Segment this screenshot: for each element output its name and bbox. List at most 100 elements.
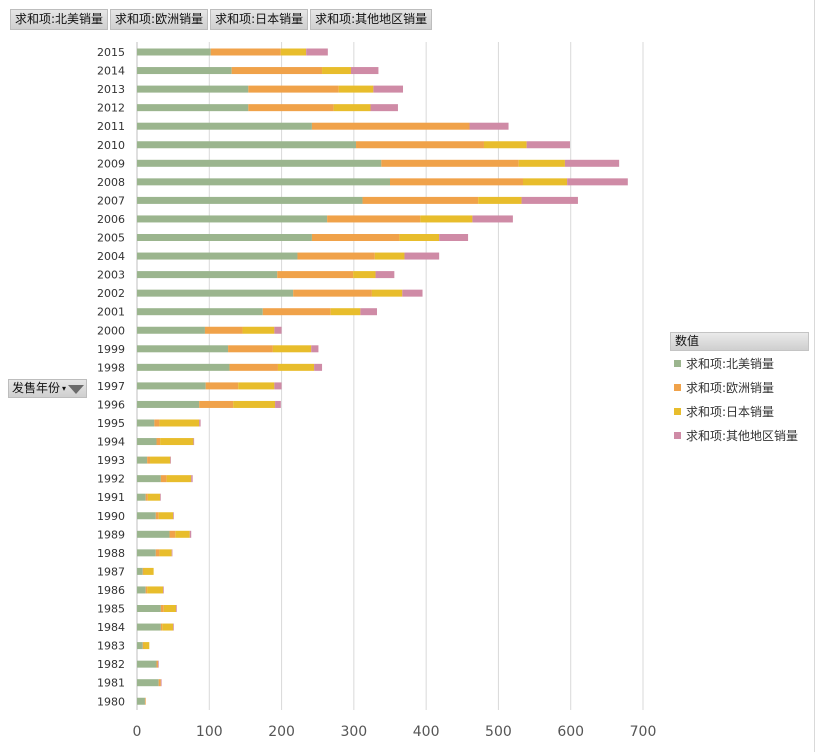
- bar-segment-2008-s2[interactable]: [523, 178, 568, 186]
- bar-segment-2000-s2[interactable]: [242, 326, 275, 334]
- bar-segment-2004-s2[interactable]: [374, 252, 405, 260]
- bar-segment-2009-s2[interactable]: [518, 159, 565, 167]
- bar-segment-2014-s2[interactable]: [322, 67, 351, 75]
- bar-segment-2001-s3[interactable]: [360, 308, 377, 316]
- bar-segment-2010-s3[interactable]: [526, 141, 570, 149]
- bar-segment-1995-s3[interactable]: [199, 419, 201, 427]
- bar-segment-2006-s0[interactable]: [137, 215, 328, 223]
- bar-segment-2009-s1[interactable]: [381, 159, 519, 167]
- bar-segment-1983-s0[interactable]: [137, 642, 143, 650]
- bar-segment-1988-s2[interactable]: [159, 549, 172, 557]
- bar-segment-1994-s1[interactable]: [156, 438, 161, 446]
- bar-segment-2012-s3[interactable]: [370, 104, 398, 112]
- bar-segment-1993-s0[interactable]: [137, 456, 148, 464]
- bar-segment-1993-s2[interactable]: [150, 456, 171, 464]
- bar-segment-1987-s1[interactable]: [142, 567, 144, 575]
- bar-segment-1998-s1[interactable]: [229, 363, 278, 371]
- bar-segment-2006-s3[interactable]: [472, 215, 513, 223]
- bar-segment-1980-s0[interactable]: [137, 697, 145, 705]
- bar-segment-1997-s1[interactable]: [205, 382, 239, 390]
- bar-segment-1986-s3[interactable]: [163, 586, 164, 594]
- bar-segment-2001-s0[interactable]: [137, 308, 263, 316]
- field-button-eu-sales[interactable]: 求和项:欧洲销量: [110, 9, 209, 30]
- bar-segment-2005-s1[interactable]: [311, 234, 400, 241]
- bar-segment-1998-s0[interactable]: [137, 363, 230, 371]
- bar-segment-1994-s0[interactable]: [137, 438, 157, 446]
- bar-segment-2015-s1[interactable]: [210, 48, 281, 56]
- bar-segment-2012-s2[interactable]: [333, 104, 371, 112]
- bar-segment-2013-s2[interactable]: [338, 85, 374, 93]
- bar-segment-1989-s0[interactable]: [137, 530, 170, 538]
- bar-segment-1985-s2[interactable]: [163, 605, 177, 612]
- bar-segment-1999-s3[interactable]: [311, 345, 319, 353]
- bar-segment-1998-s3[interactable]: [314, 363, 323, 371]
- bar-segment-2011-s0[interactable]: [137, 122, 312, 130]
- bar-segment-2003-s1[interactable]: [277, 271, 354, 279]
- bar-segment-1991-s1[interactable]: [145, 493, 148, 501]
- bar-segment-1984-s3[interactable]: [173, 623, 174, 631]
- bar-segment-1986-s1[interactable]: [145, 586, 148, 594]
- bar-segment-1994-s3[interactable]: [193, 438, 195, 446]
- bar-segment-2008-s0[interactable]: [137, 178, 390, 186]
- bar-segment-2011-s1[interactable]: [311, 122, 470, 130]
- legend-item-na[interactable]: 求和项:北美销量: [670, 351, 809, 375]
- bar-segment-1982-s3[interactable]: [157, 660, 159, 668]
- bar-segment-1985-s3[interactable]: [176, 605, 177, 612]
- bar-segment-1997-s2[interactable]: [238, 382, 275, 390]
- bar-segment-2002-s1[interactable]: [293, 289, 372, 297]
- bar-segment-2003-s2[interactable]: [353, 271, 376, 279]
- bar-segment-1999-s2[interactable]: [272, 345, 312, 353]
- bar-segment-1985-s0[interactable]: [137, 605, 161, 612]
- bar-segment-2015-s3[interactable]: [306, 48, 328, 56]
- bar-segment-2005-s2[interactable]: [399, 234, 440, 241]
- bar-segment-1995-s2[interactable]: [159, 419, 200, 427]
- bar-segment-2009-s0[interactable]: [137, 159, 382, 167]
- bar-segment-1984-s1[interactable]: [160, 623, 163, 631]
- bar-segment-1998-s2[interactable]: [277, 363, 315, 371]
- bar-segment-2011-s3[interactable]: [469, 122, 509, 130]
- bar-segment-2003-s0[interactable]: [137, 271, 278, 279]
- bar-segment-1986-s2[interactable]: [147, 586, 164, 594]
- bar-segment-2005-s3[interactable]: [439, 234, 469, 241]
- legend-item-eu[interactable]: 求和项:欧洲销量: [670, 375, 809, 399]
- bar-segment-1988-s1[interactable]: [155, 549, 160, 557]
- bar-segment-1983-s1[interactable]: [142, 642, 144, 650]
- bar-segment-1985-s1[interactable]: [160, 605, 164, 612]
- legend-item-jp[interactable]: 求和项:日本销量: [670, 399, 809, 423]
- bar-segment-1987-s2[interactable]: [143, 567, 154, 575]
- bar-segment-2008-s3[interactable]: [567, 178, 628, 186]
- bar-segment-1991-s0[interactable]: [137, 493, 146, 501]
- bar-segment-1983-s2[interactable]: [143, 642, 150, 650]
- bar-segment-1987-s0[interactable]: [137, 567, 143, 575]
- bar-segment-1996-s3[interactable]: [275, 400, 281, 408]
- bar-segment-1997-s0[interactable]: [137, 382, 206, 390]
- field-button-jp-sales[interactable]: 求和项:日本销量: [210, 9, 309, 30]
- bar-segment-1990-s0[interactable]: [137, 512, 156, 520]
- field-button-other-sales[interactable]: 求和项:其他地区销量: [310, 9, 433, 30]
- bar-segment-2001-s1[interactable]: [262, 308, 331, 316]
- bar-segment-1996-s1[interactable]: [199, 400, 234, 408]
- bar-segment-1992-s1[interactable]: [160, 475, 167, 483]
- bar-segment-2005-s0[interactable]: [137, 234, 312, 241]
- bar-segment-1996-s2[interactable]: [233, 400, 276, 408]
- bar-segment-1999-s1[interactable]: [228, 345, 273, 353]
- bar-segment-2001-s2[interactable]: [330, 308, 361, 316]
- bar-segment-1993-s3[interactable]: [170, 456, 171, 464]
- bar-segment-1990-s2[interactable]: [158, 512, 174, 520]
- bar-segment-2013-s1[interactable]: [248, 85, 339, 93]
- bar-segment-1993-s1[interactable]: [147, 456, 151, 464]
- bar-segment-2006-s2[interactable]: [420, 215, 473, 223]
- bar-segment-2008-s1[interactable]: [390, 178, 524, 186]
- bar-segment-1990-s1[interactable]: [155, 512, 159, 520]
- bar-segment-1989-s2[interactable]: [175, 530, 190, 538]
- bar-segment-2006-s1[interactable]: [327, 215, 421, 223]
- bar-segment-2010-s2[interactable]: [483, 141, 527, 149]
- bar-segment-2015-s0[interactable]: [137, 48, 211, 56]
- bar-segment-2004-s0[interactable]: [137, 252, 298, 260]
- bar-segment-1995-s1[interactable]: [154, 419, 160, 427]
- bar-segment-1990-s3[interactable]: [173, 512, 174, 520]
- bar-segment-1984-s0[interactable]: [137, 623, 161, 631]
- bar-segment-1996-s0[interactable]: [137, 400, 200, 408]
- bar-segment-2004-s3[interactable]: [404, 252, 440, 260]
- bar-segment-2000-s3[interactable]: [274, 326, 282, 334]
